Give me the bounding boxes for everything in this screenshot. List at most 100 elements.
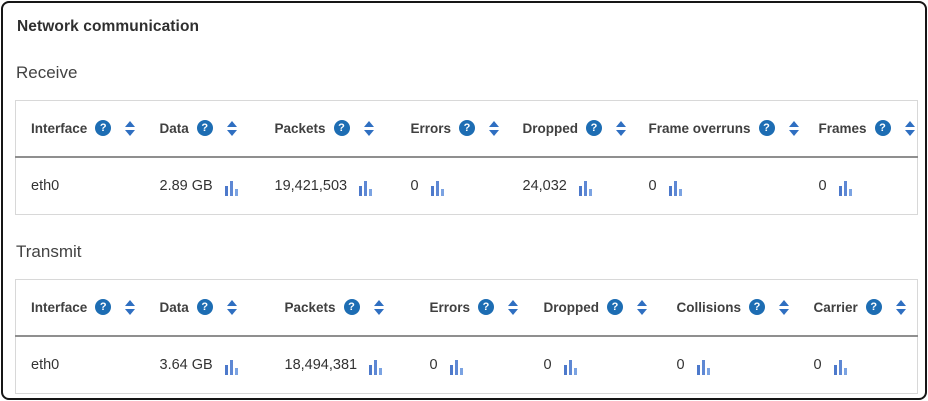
sort-arrows-icon[interactable] (779, 299, 790, 315)
column-header-label: Frames (818, 120, 867, 136)
question-mark-icon[interactable]: ? (478, 299, 495, 316)
sort-arrows-icon[interactable] (637, 299, 647, 315)
column-header-interface[interactable]: Interface? (15, 100, 145, 158)
sort-arrows-icon[interactable] (373, 299, 384, 315)
column-header-label: Interface (31, 120, 88, 136)
question-mark-icon[interactable]: ? (749, 299, 766, 316)
column-header-packets[interactable]: Packets? (269, 279, 415, 337)
column-header-label: Frame overruns (648, 120, 751, 136)
sort-arrows-icon[interactable] (788, 120, 799, 136)
sort-arrows-icon[interactable] (125, 299, 136, 315)
chart-bar (359, 185, 363, 196)
cell-data: 3.64 GB (145, 336, 270, 394)
column-header-frames[interactable]: Frames? (803, 100, 918, 158)
column-header-packets[interactable]: Packets? (259, 100, 396, 158)
cell-collisions: 0 (662, 336, 799, 394)
cell-value: 0 (818, 177, 827, 194)
sort-up-arrow (489, 120, 500, 127)
question-mark-icon[interactable]: ? (333, 120, 350, 137)
sort-up-arrow (616, 120, 626, 127)
column-header-dropped[interactable]: Dropped? (528, 279, 662, 337)
column-header-frame-overruns[interactable]: Frame overruns? (633, 100, 804, 158)
column-header-label: Dropped (522, 120, 579, 136)
cell-value: 18,494,381 (284, 356, 358, 373)
cell-value: 19,421,503 (274, 177, 348, 194)
sort-up-arrow (226, 299, 237, 306)
bar-chart-icon[interactable] (359, 180, 373, 196)
chart-bar (440, 188, 444, 196)
question-mark-icon[interactable]: ? (874, 120, 891, 137)
column-header-dropped[interactable]: Dropped? (507, 100, 634, 158)
sort-up-arrow (363, 120, 374, 127)
table-row: eth0 2.89 GB 19,421,503 0 24,032 0 0 (16, 157, 918, 215)
sort-arrows-icon[interactable] (508, 299, 519, 315)
question-mark-icon[interactable]: ? (758, 120, 775, 137)
sort-arrows-icon[interactable] (226, 299, 237, 315)
bar-chart-icon[interactable] (696, 359, 710, 375)
sort-arrows-icon[interactable] (363, 120, 374, 136)
section-label-transmit: Transmit (16, 242, 82, 261)
sort-down-arrow (779, 308, 790, 315)
question-mark-icon[interactable]: ? (586, 120, 602, 137)
sort-arrows-icon[interactable] (904, 120, 915, 136)
bar-chart-icon[interactable] (224, 180, 238, 196)
question-mark-icon[interactable]: ? (196, 120, 213, 137)
sort-arrows-icon[interactable] (125, 120, 136, 136)
question-mark-icon[interactable]: ? (459, 120, 476, 137)
column-header-errors[interactable]: Errors? (414, 279, 529, 337)
chart-bar (234, 188, 238, 196)
chart-bar (430, 185, 434, 196)
column-header-errors[interactable]: Errors? (395, 100, 508, 158)
sort-arrows-icon[interactable] (616, 120, 626, 136)
sort-up-arrow (125, 120, 136, 127)
question-mark-icon[interactable]: ? (95, 120, 112, 137)
sort-arrows-icon[interactable] (226, 120, 237, 136)
transmit-table: Interface? Data? Packets? Errors? Dropped? Co… (15, 279, 918, 394)
column-header-carrier[interactable]: Carrier? (798, 279, 918, 337)
cell-interface: eth0 (16, 336, 145, 394)
sort-down-arrow (363, 129, 374, 136)
tables-container: Receive Interface? Data? Packets? Errors? Dro… (15, 63, 918, 394)
table-header-row: Interface? Data? Packets? Errors? Dropped? Fr… (15, 100, 918, 158)
sort-arrows-icon[interactable] (895, 299, 906, 315)
bar-chart-icon[interactable] (224, 359, 238, 375)
bar-chart-icon[interactable] (578, 180, 592, 196)
cell-value: 2.89 GB (159, 177, 213, 194)
chart-bar (369, 188, 373, 196)
chart-bar (583, 180, 587, 196)
chart-bar (234, 367, 238, 375)
column-header-label: Data (159, 120, 189, 136)
chart-bar (843, 367, 847, 375)
bar-chart-icon[interactable] (563, 359, 577, 375)
question-mark-icon[interactable]: ? (196, 299, 213, 316)
column-header-label: Errors (429, 299, 471, 315)
bar-chart-icon[interactable] (430, 180, 444, 196)
bar-chart-icon[interactable] (369, 359, 383, 375)
sort-arrows-icon[interactable] (489, 120, 500, 136)
chart-bar (573, 367, 577, 375)
chart-bar (224, 364, 228, 375)
column-header-data[interactable]: Data? (144, 279, 270, 337)
question-mark-icon[interactable]: ? (607, 299, 623, 316)
bar-chart-icon[interactable] (838, 180, 852, 196)
question-mark-icon[interactable]: ? (865, 299, 882, 316)
table-header-row: Interface? Data? Packets? Errors? Dropped? Co… (15, 279, 918, 337)
cell-value: 0 (410, 177, 419, 194)
column-header-collisions[interactable]: Collisions? (661, 279, 799, 337)
question-mark-icon[interactable]: ? (95, 299, 112, 316)
chart-bar (229, 180, 233, 196)
column-header-interface[interactable]: Interface? (15, 279, 145, 337)
bar-chart-icon[interactable] (449, 359, 463, 375)
chart-bar (568, 359, 572, 375)
column-header-data[interactable]: Data? (144, 100, 260, 158)
bar-chart-icon[interactable] (833, 359, 847, 375)
cell-frame-overruns: 0 (634, 157, 804, 215)
bar-chart-icon[interactable] (668, 180, 682, 196)
question-mark-icon[interactable]: ? (343, 299, 360, 316)
section-label-receive: Receive (16, 63, 78, 82)
sort-down-arrow (508, 308, 519, 315)
cell-value: eth0 (31, 356, 60, 373)
column-header-label: Dropped (543, 299, 600, 315)
chart-bar (668, 185, 672, 196)
